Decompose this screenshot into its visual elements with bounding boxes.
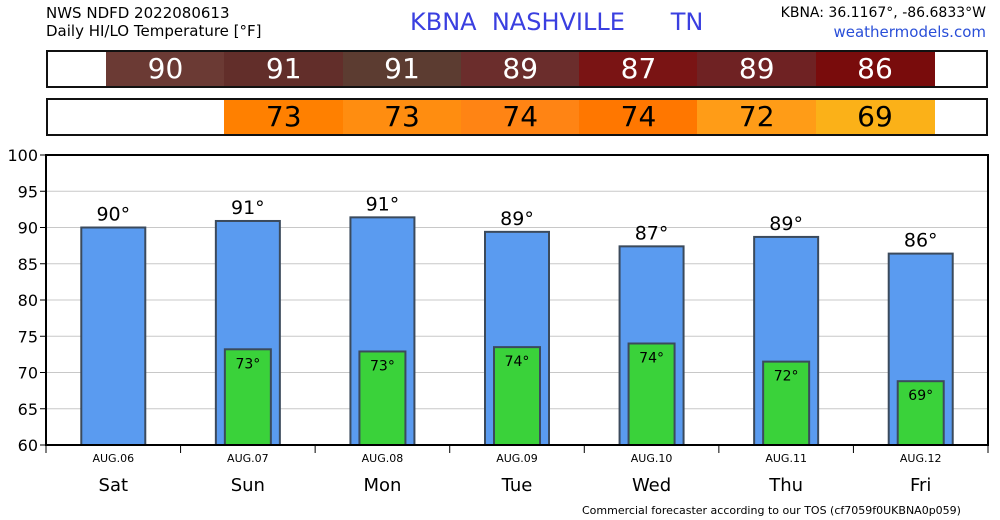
- y-tick-label: 70: [18, 364, 38, 383]
- high-temp-bar: [80, 226, 147, 446]
- day-label: Fri: [910, 475, 931, 496]
- high-temp-cell: 89: [697, 52, 817, 86]
- run-label: NWS NDFD 2022080613: [46, 4, 230, 22]
- site-link[interactable]: weathermodels.com: [833, 23, 986, 41]
- low-temp-strip: 73 73 74 74 72 69: [46, 98, 988, 136]
- day-label: Wed: [632, 475, 671, 496]
- y-tick-label: 85: [18, 255, 38, 274]
- y-tick-label: 60: [18, 436, 38, 455]
- date-label: AUG.09: [496, 452, 538, 465]
- low-temp-cell: 69: [815, 100, 935, 134]
- station-coords: KBNA: 36.1167°, -86.6833°W: [780, 5, 986, 21]
- high-temp-label: 91°: [231, 197, 265, 219]
- date-label: AUG.10: [631, 452, 673, 465]
- day-label: Sat: [99, 475, 129, 496]
- low-temp-label: 74°: [639, 351, 664, 367]
- day-label: Sun: [231, 475, 265, 496]
- low-temp-cell: 74: [579, 100, 698, 134]
- date-label: AUG.07: [227, 452, 269, 465]
- footer-note: Commercial forecaster according to our T…: [582, 504, 961, 517]
- low-temp-cell: 72: [697, 100, 817, 134]
- y-tick-label: 90: [18, 219, 38, 238]
- date-label: AUG.08: [362, 452, 404, 465]
- y-tick-label: 100: [7, 146, 38, 165]
- low-temp-cell: 74: [460, 100, 580, 134]
- low-temp-label: 69°: [908, 388, 933, 404]
- y-tick-label: 95: [18, 182, 38, 201]
- day-label: Thu: [768, 475, 803, 496]
- high-temp-label: 89°: [769, 213, 803, 235]
- day-label: Tue: [501, 475, 533, 496]
- high-temp-cell: 90: [106, 52, 225, 86]
- low-temp-cell: 73: [224, 100, 344, 134]
- low-temp-label: 73°: [235, 356, 260, 372]
- temperature-chart: 100 95 90 85 80 75 70 65 60 90° AUG.06 Sat 91° 73° AUG…: [7, 146, 989, 496]
- high-temp-cell: 91: [342, 52, 462, 86]
- low-temp-label: 72°: [774, 369, 799, 385]
- high-temp-cell: 87: [579, 52, 698, 86]
- low-temp-bar: [223, 348, 272, 446]
- high-temp-cell: 89: [460, 52, 580, 86]
- date-label: AUG.12: [900, 452, 942, 465]
- header-right: KBNA: 36.1167°, -86.6833°W weathermodels…: [781, 4, 986, 42]
- plot-frame: [45, 154, 989, 446]
- low-temp-label: 73°: [370, 358, 395, 374]
- state-name: TN: [670, 8, 704, 36]
- date-label: AUG.06: [92, 452, 134, 465]
- high-temp-label: 91°: [366, 193, 400, 215]
- header-left: NWS NDFD 2022080613 Daily HI/LO Temperat…: [46, 4, 262, 40]
- low-temp-label: 74°: [505, 354, 530, 370]
- high-temp-strip: 90 91 91 89 87 89 86: [46, 50, 988, 88]
- city-name: NASHVILLE: [491, 8, 625, 36]
- station-title: KBNA NASHVILLE TN: [410, 8, 703, 36]
- y-tick-label: 75: [18, 327, 38, 346]
- y-tick-label: 80: [18, 291, 38, 310]
- date-label: AUG.11: [765, 452, 807, 465]
- low-temp-cell: 73: [342, 100, 462, 134]
- high-temp-label: 86°: [904, 230, 938, 252]
- high-temp-label: 90°: [96, 204, 130, 226]
- product-label: Daily HI/LO Temperature [°F]: [46, 22, 262, 40]
- y-tick-label: 65: [18, 400, 38, 419]
- high-temp-cell: 86: [815, 52, 935, 86]
- high-temp-label: 89°: [500, 208, 534, 230]
- day-label: Mon: [363, 475, 401, 496]
- high-temp-cell: 91: [224, 52, 344, 86]
- station-id: KBNA: [410, 8, 477, 36]
- high-temp-label: 87°: [635, 222, 669, 244]
